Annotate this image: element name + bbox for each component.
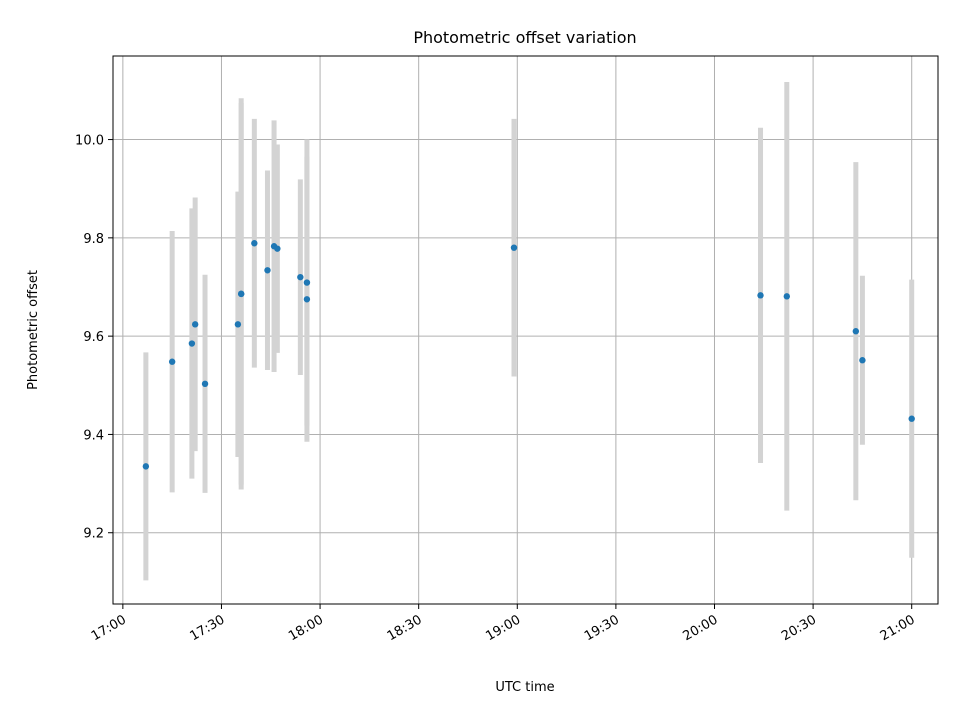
x-tick-label: 18:30 xyxy=(385,612,425,644)
y-axis-ticks: 9.2 9.4 9.6 9.8 10.0 xyxy=(75,134,113,542)
x-tick-label: 21:00 xyxy=(878,612,918,644)
data-point xyxy=(303,279,311,286)
data-point xyxy=(142,463,150,470)
data-point xyxy=(783,293,791,300)
data-point xyxy=(188,340,196,347)
y-tick-label: 9.6 xyxy=(83,330,104,345)
x-axis-ticks: 17:00 17:30 18:00 18:30 19:00 19:30 20:00 20:30… xyxy=(89,604,918,644)
data-point xyxy=(297,273,304,281)
data-point xyxy=(201,380,209,388)
data-point xyxy=(274,245,281,252)
data-point xyxy=(859,357,866,364)
data-point xyxy=(234,321,242,328)
data-point xyxy=(757,292,764,299)
data-point xyxy=(908,415,915,422)
x-tick-label: 20:00 xyxy=(681,612,721,644)
x-tick-label: 19:30 xyxy=(582,612,622,644)
x-tick-label: 17:00 xyxy=(89,612,129,644)
plot-frame xyxy=(112,55,939,605)
x-tick-label: 18:00 xyxy=(286,612,326,644)
data-point xyxy=(168,358,176,365)
data-point xyxy=(264,267,271,274)
data-point xyxy=(510,244,518,251)
y-axis-label: Photometric offset xyxy=(26,270,41,390)
grid xyxy=(113,56,938,604)
data-point xyxy=(852,328,860,335)
y-tick-label: 10.0 xyxy=(75,134,104,149)
x-tick-label: 20:30 xyxy=(779,612,819,644)
data-point xyxy=(191,321,199,328)
data-points xyxy=(142,240,915,470)
y-tick-label: 9.8 xyxy=(83,232,104,247)
y-tick-label: 9.4 xyxy=(83,428,104,443)
data-point xyxy=(237,290,245,298)
x-axis-label: UTC time xyxy=(495,680,554,695)
y-tick-label: 9.2 xyxy=(83,527,104,542)
chart-title: Photometric offset variation xyxy=(413,28,636,47)
x-tick-label: 17:30 xyxy=(188,612,228,644)
error-bars xyxy=(143,82,915,581)
data-point xyxy=(251,240,258,247)
x-tick-label: 19:00 xyxy=(483,612,523,644)
data-point xyxy=(303,296,311,303)
